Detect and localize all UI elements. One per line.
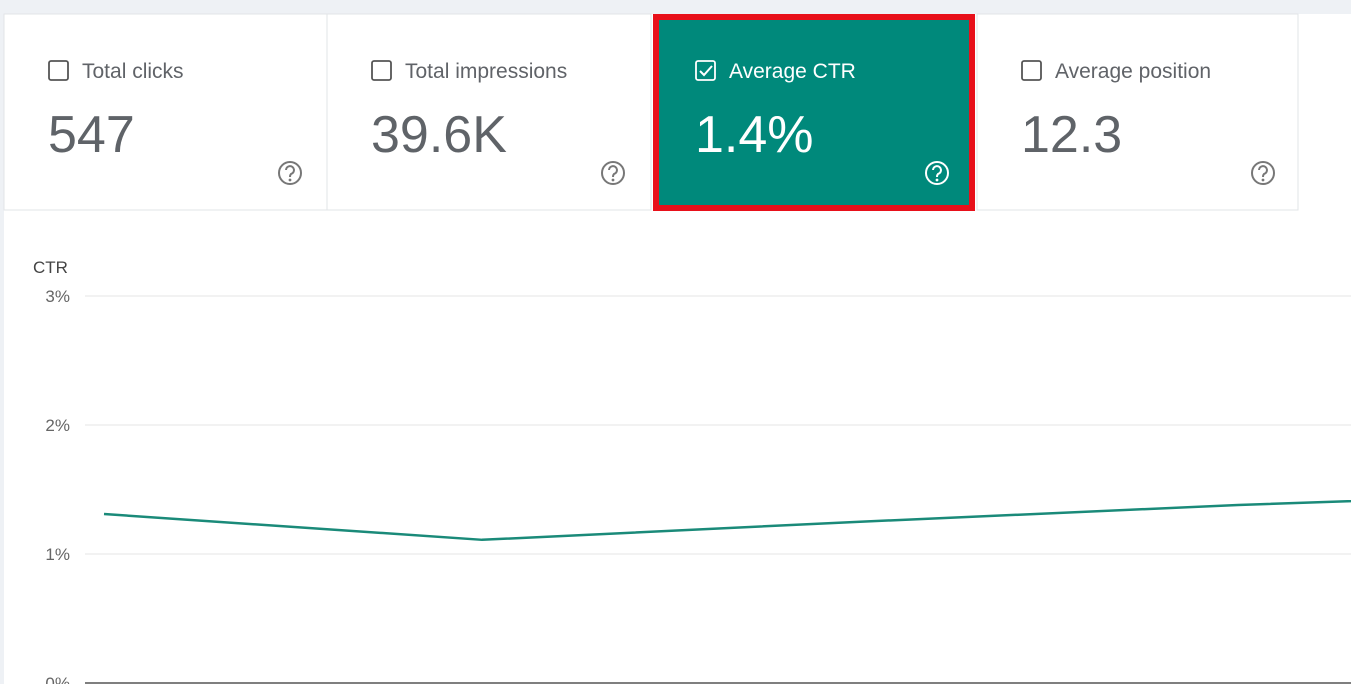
y-axis-title: CTR bbox=[33, 258, 68, 277]
card-value: 1.4% bbox=[695, 106, 814, 164]
card-bg bbox=[326, 13, 652, 211]
help-icon-dot bbox=[935, 178, 939, 182]
y-tick-label: 3% bbox=[45, 287, 70, 306]
help-icon-mark bbox=[285, 165, 295, 178]
metric-card[interactable]: Total clicks 547 bbox=[3, 13, 328, 211]
card-value: 12.3 bbox=[1021, 106, 1122, 164]
checkbox bbox=[371, 60, 392, 81]
card-selected-bg bbox=[659, 20, 969, 205]
card-value: 39.6K bbox=[371, 106, 507, 164]
card-label: Total impressions bbox=[405, 60, 567, 83]
checkmark bbox=[699, 65, 713, 77]
help-icon-mark bbox=[932, 165, 942, 178]
card-value: 547 bbox=[48, 106, 135, 164]
card-label: Average position bbox=[1055, 60, 1211, 83]
help-icon bbox=[1251, 161, 1275, 185]
help-icon bbox=[925, 161, 949, 185]
help-icon-dot bbox=[611, 178, 615, 182]
y-tick-label: 2% bbox=[45, 416, 70, 435]
help-icon-dot bbox=[288, 178, 292, 182]
help-icon bbox=[278, 161, 302, 185]
checkbox bbox=[695, 60, 716, 81]
help-icon-mark bbox=[1258, 165, 1268, 178]
checkbox bbox=[1021, 60, 1042, 81]
ctr-line bbox=[103, 499, 1351, 542]
checkbox bbox=[48, 60, 69, 81]
card-label: Average CTR bbox=[729, 60, 856, 83]
y-tick-label: 0% bbox=[45, 674, 70, 684]
help-icon-dot bbox=[1261, 178, 1265, 182]
metric-card[interactable]: Average CTR 1.4% bbox=[653, 14, 975, 211]
help-icon bbox=[601, 161, 625, 185]
card-bg bbox=[976, 13, 1299, 211]
metric-card[interactable]: Total impressions 39.6K bbox=[326, 13, 652, 211]
metric-card[interactable]: Average position 12.3 bbox=[976, 13, 1299, 211]
y-tick-label: 1% bbox=[45, 545, 70, 564]
card-label: Total clicks bbox=[82, 60, 184, 83]
help-icon-mark bbox=[608, 165, 618, 178]
